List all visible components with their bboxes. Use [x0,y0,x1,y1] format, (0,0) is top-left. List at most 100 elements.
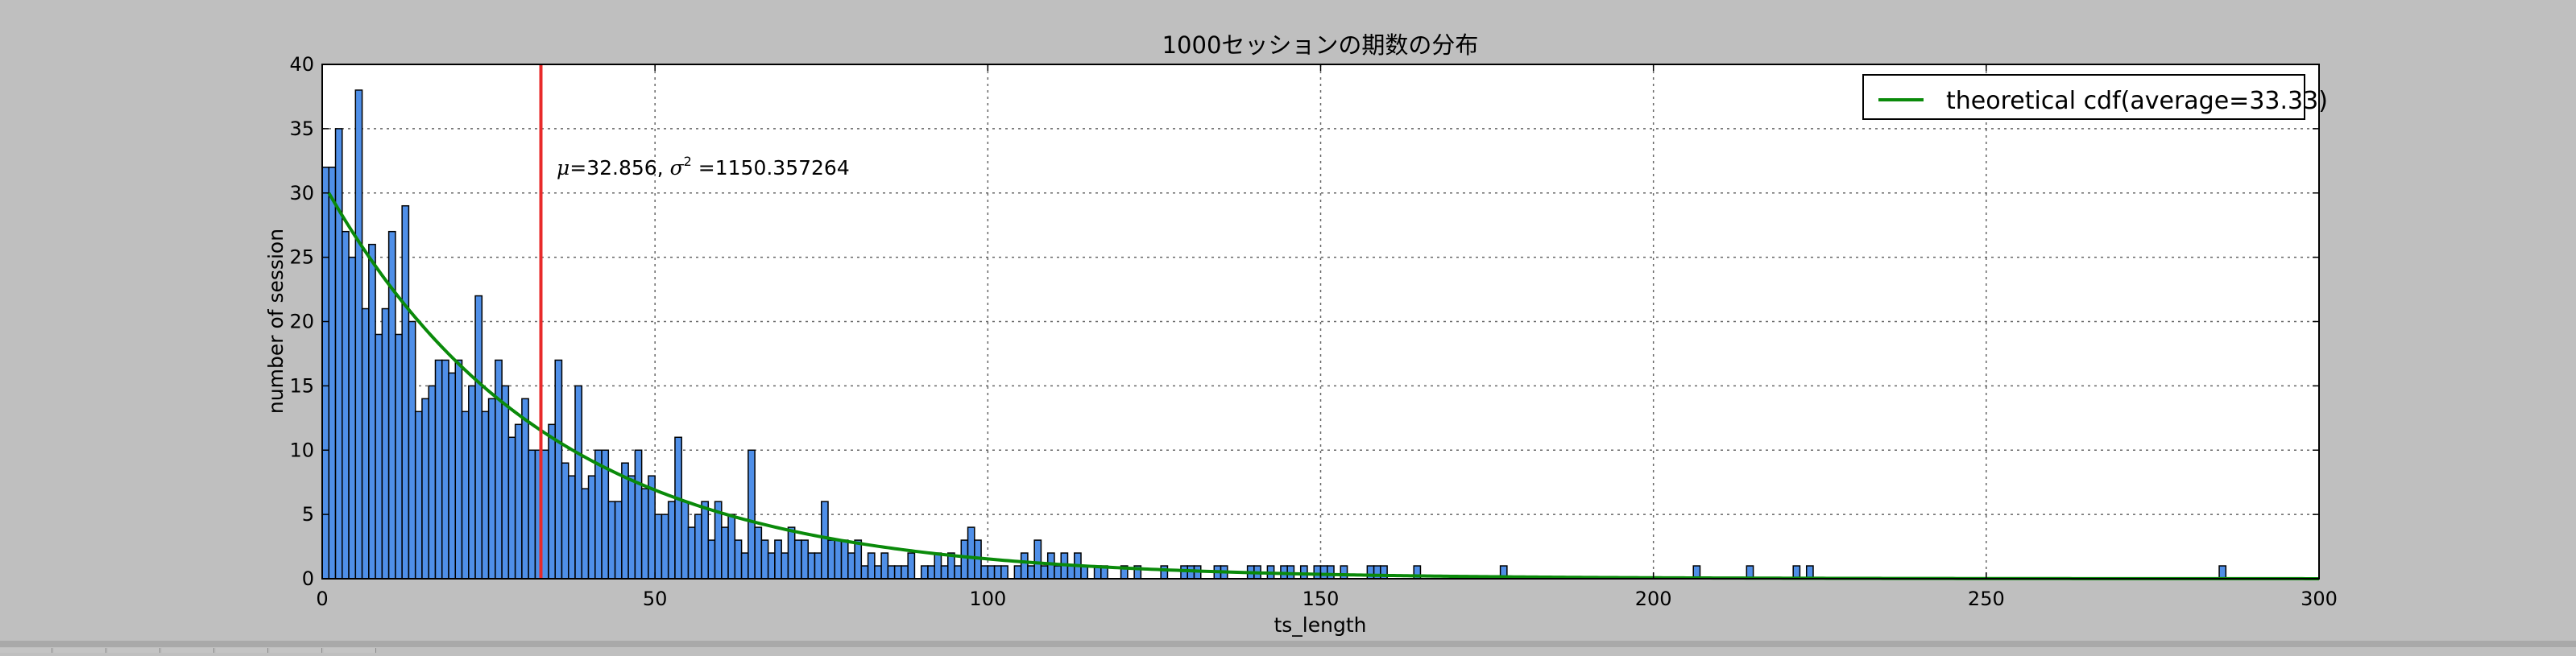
histogram-bar [834,539,843,580]
grid-lines [322,64,2319,579]
histogram-bar [960,539,969,580]
strip-segment [270,648,322,653]
y-tick-label: 5 [302,503,314,526]
legend: theoretical cdf(average=33.33) [1862,74,2328,120]
x-tick-label: 0 [316,588,328,610]
histogram-bar [920,565,929,580]
histogram-bar [880,552,889,580]
histogram-bar [701,501,710,580]
strip-segment [54,648,106,653]
strip-segment [216,648,268,653]
histogram-bar [1299,565,1308,580]
histogram-bar [401,204,410,580]
histogram-bar [381,307,390,580]
histogram-bar [874,565,882,580]
histogram-bar [814,552,822,580]
y-tick-label: 10 [289,439,314,461]
histogram-bar [801,539,809,580]
histogram-bar [793,539,802,580]
histogram-bar [781,552,789,580]
histogram-bar [867,552,876,580]
histogram-bar [847,552,855,580]
histogram-bar [821,501,829,580]
sigma-symbol: σ [670,156,685,179]
histogram-bar [354,89,363,580]
histogram-bar [414,411,423,580]
histogram-bar [1180,565,1188,580]
axis-ticks [321,64,2320,580]
histogram-bar [887,565,896,580]
y-tick-label: 0 [302,567,314,590]
histogram-bar [654,514,663,580]
histogram-bar [554,359,563,580]
histogram-bar [1160,565,1169,580]
histogram-bar [428,385,437,580]
histogram-bar [567,475,576,580]
histogram-bar [495,359,503,580]
x-tick-labels: 0 50 100 150 200 250 300 [316,588,2338,610]
histogram-bar [674,436,682,580]
histogram-bar [548,423,556,580]
x-axis-label: ts_length [1274,613,1366,637]
histogram-bar [621,462,629,580]
histogram-bar [987,565,996,580]
histogram-bar [474,295,483,580]
histogram-bar [614,501,623,580]
y-tick-label: 15 [289,374,314,397]
strip-segment [324,648,376,653]
histogram-bar [1054,565,1062,580]
histogram-bar [334,128,343,580]
histogram-bar [807,552,816,580]
histogram-bar [1013,565,1022,580]
histogram-bar [581,488,590,580]
sigma-superscript: 2 [684,154,692,169]
histogram-bar [574,385,583,580]
y-tick-label: 25 [289,246,314,269]
y-tick-label: 20 [289,311,314,333]
mu-value: =32.856, [569,156,669,179]
histogram-bar [587,475,596,580]
histogram-bar [980,565,989,580]
histogram-bar [687,526,696,580]
histogram-bar [1000,565,1008,580]
stats-annotation: μ=32.856, σ2 =1150.357264 [557,154,850,179]
y-tick-label: 30 [289,182,314,204]
histogram-bar [694,514,702,580]
histogram-bar [840,539,849,580]
x-tick-label: 100 [969,588,1006,610]
histogram-bar [721,526,729,580]
strip-segment [0,648,52,653]
histogram-bar [1313,565,1322,580]
histogram-bar [1033,539,1042,580]
x-tick-label: 200 [1635,588,1672,610]
histogram-bar [342,230,350,580]
histogram-bar [521,398,529,580]
histogram-bar [1066,565,1075,580]
y-tick-label: 35 [289,118,314,140]
chart-title: 1000セッションの期数の分布 [1162,31,1479,59]
histogram-bar [528,449,536,580]
histogram-bar [740,552,749,580]
histogram-bar [434,359,443,580]
histogram-bar [893,565,902,580]
histogram-bar [361,307,370,580]
mu-symbol: μ [557,156,569,179]
histogram-bar [594,449,603,580]
histogram-bar [954,565,963,580]
histogram-bar [487,398,496,580]
histogram-bar [927,565,935,580]
histogram-bar [514,423,523,580]
histogram-bar [1080,565,1089,580]
histogram-bar [1027,565,1035,580]
histogram-bar [481,411,490,580]
histogram-bar [348,256,357,580]
histogram-bar [408,320,416,580]
histogram-bar [540,449,549,580]
histogram-bar [321,167,330,580]
histogram-bar [681,501,690,580]
histogram-bar [395,333,403,580]
histogram-bar [507,436,516,580]
histogram-bar [2218,565,2227,580]
histogram-bar [734,539,743,580]
